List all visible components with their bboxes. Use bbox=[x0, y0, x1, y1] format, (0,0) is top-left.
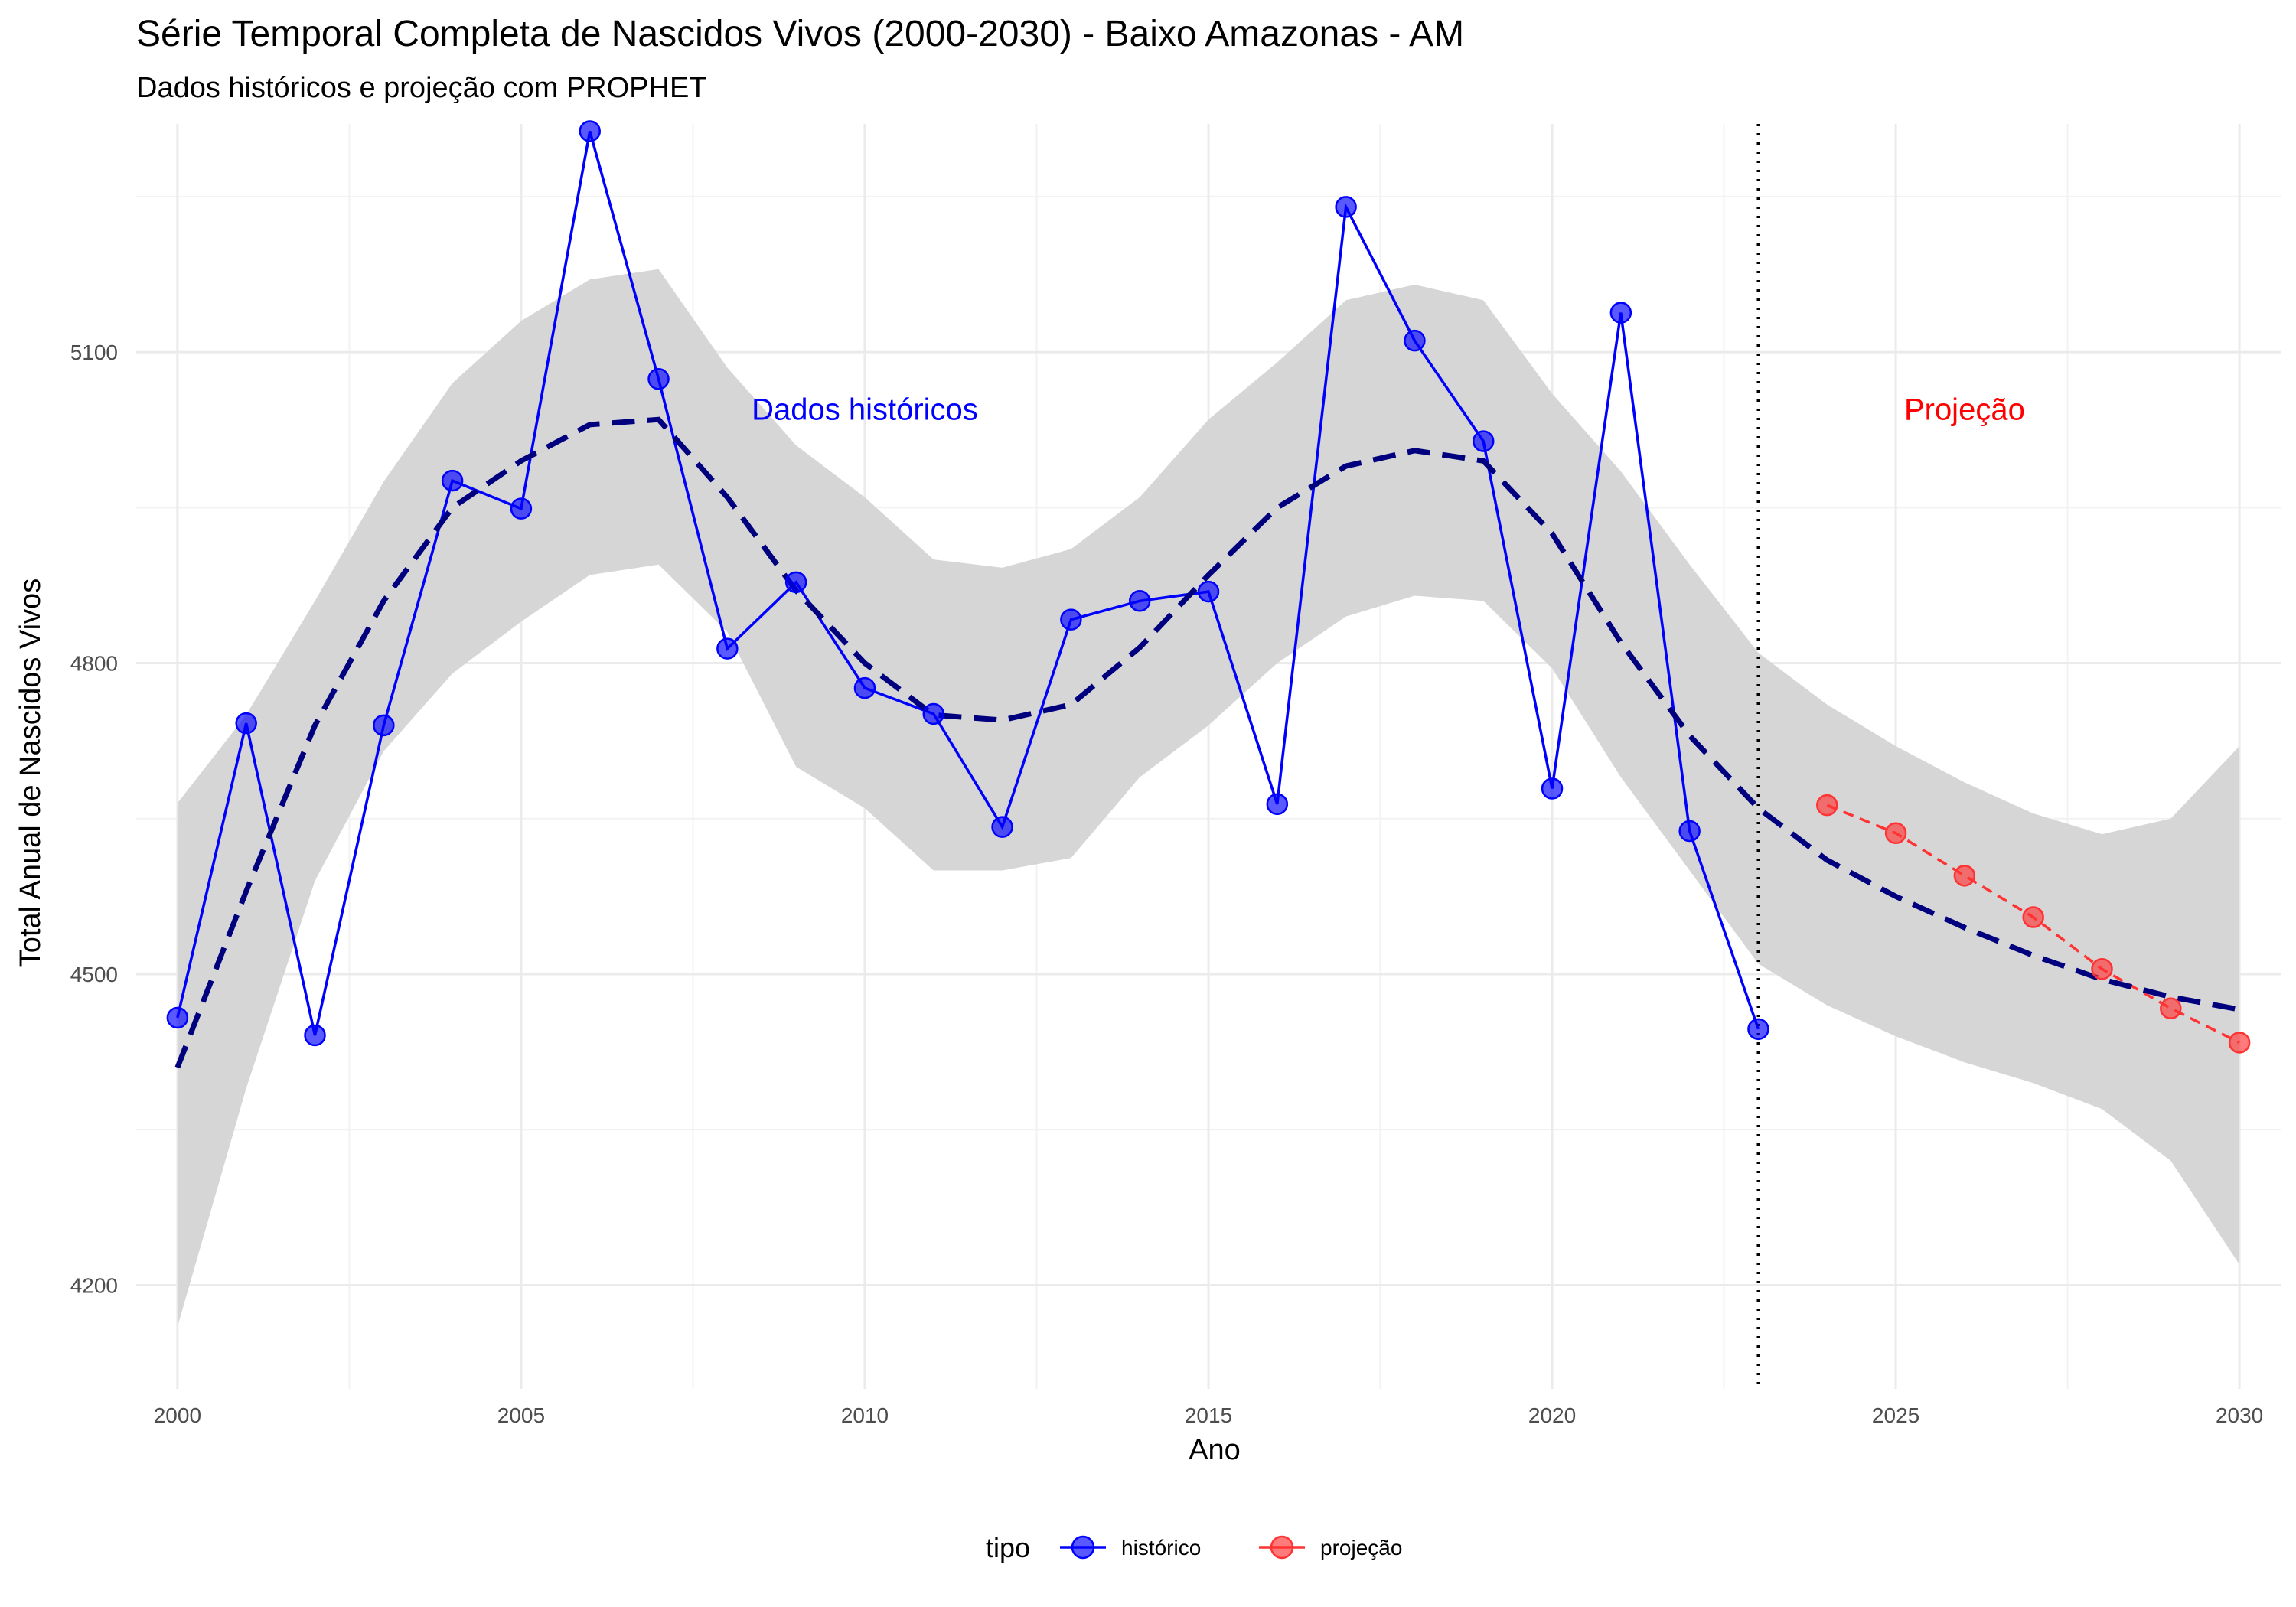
historico-point bbox=[1404, 329, 1426, 352]
historico-point bbox=[1197, 580, 1220, 603]
x-tick-label: 2020 bbox=[1528, 1403, 1576, 1427]
x-axis-title: Ano bbox=[1189, 1434, 1241, 1466]
historico-point bbox=[1060, 608, 1082, 631]
x-tick-label: 2030 bbox=[2216, 1403, 2263, 1427]
x-tick-label: 2025 bbox=[1872, 1403, 1919, 1427]
trend-polyline bbox=[174, 416, 2240, 1069]
chart-subtitle: Dados históricos e projeção com PROPHET bbox=[136, 72, 707, 104]
legend-label: histórico bbox=[1121, 1536, 1201, 1560]
projecao-point bbox=[2160, 997, 2182, 1019]
historico-point bbox=[1747, 1018, 1769, 1041]
y-tick-label: 5100 bbox=[70, 341, 118, 364]
historico-point bbox=[1541, 777, 1564, 800]
historico-point bbox=[922, 702, 945, 725]
annotation-label: Dados históricos bbox=[752, 393, 978, 427]
projecao-point bbox=[2228, 1032, 2251, 1054]
x-tick-label: 2000 bbox=[154, 1403, 201, 1427]
historico-point bbox=[579, 120, 601, 142]
historico-point bbox=[1678, 820, 1701, 843]
historico-point bbox=[853, 676, 876, 699]
data-points bbox=[166, 120, 2251, 1054]
projecao-point bbox=[1884, 822, 1907, 845]
x-tick-label: 2015 bbox=[1185, 1403, 1232, 1427]
historico-point bbox=[510, 497, 533, 520]
legend-label: projeção bbox=[1320, 1536, 1402, 1560]
legend: tipo histórico projeção bbox=[986, 1532, 1402, 1563]
historico-point bbox=[647, 368, 670, 390]
y-tick-label: 4200 bbox=[70, 1274, 118, 1298]
legend-key-point bbox=[1071, 1535, 1095, 1560]
chart-title: Série Temporal Completa de Nascidos Vivo… bbox=[136, 14, 1464, 54]
x-tick-label: 2010 bbox=[841, 1403, 889, 1427]
historico-point bbox=[373, 714, 395, 737]
historico-point bbox=[1335, 196, 1357, 218]
legend-entries: histórico projeção bbox=[1060, 1535, 1402, 1560]
legend-key-point bbox=[1270, 1535, 1294, 1560]
grid bbox=[136, 124, 2281, 1389]
historico-point bbox=[784, 571, 807, 594]
y-tick-label: 4800 bbox=[70, 652, 118, 676]
legend-title: tipo bbox=[986, 1532, 1030, 1563]
projecao-point bbox=[1953, 865, 1976, 887]
historico-point bbox=[235, 712, 257, 735]
historico-point bbox=[304, 1024, 326, 1047]
historico-point bbox=[991, 816, 1013, 838]
confidence-band bbox=[177, 269, 2240, 1327]
projecao-point bbox=[1816, 794, 1838, 817]
tick-labels: 2000 2005 2010 2015 2020 2025 2030 4200 4500 4800… bbox=[70, 341, 2264, 1427]
historico-point bbox=[1266, 793, 1289, 816]
historico-point bbox=[1128, 590, 1151, 612]
confidence-band-area bbox=[177, 269, 2240, 1327]
projecao-point bbox=[2091, 958, 2113, 980]
projecao-point bbox=[2022, 906, 2044, 928]
annotation-label: Projeção bbox=[1904, 393, 2025, 427]
trend-line bbox=[174, 416, 2240, 1069]
historico-point bbox=[716, 637, 739, 660]
y-axis-title: Total Anual de Nascidos Vivos bbox=[15, 579, 47, 967]
historico-point bbox=[166, 1006, 189, 1029]
x-tick-label: 2005 bbox=[497, 1403, 545, 1427]
y-tick-label: 4500 bbox=[70, 963, 118, 986]
annotations: Dados históricos Projeção bbox=[752, 393, 2025, 427]
historico-point bbox=[1609, 302, 1632, 324]
historico-point bbox=[441, 469, 464, 492]
historico-point bbox=[1472, 430, 1495, 452]
